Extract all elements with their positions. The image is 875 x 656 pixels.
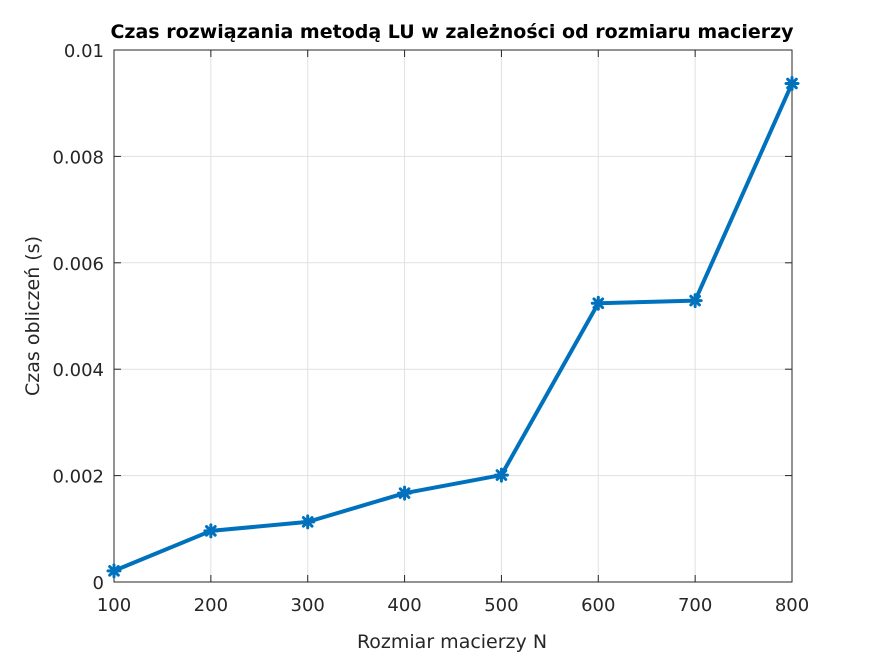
x-tick-label: 300 <box>291 595 325 616</box>
x-tick-label: 100 <box>97 595 131 616</box>
x-tick-label: 600 <box>581 595 615 616</box>
data-point <box>590 295 606 311</box>
y-tick-label: 0.008 <box>52 147 104 168</box>
x-tick-label: 500 <box>484 595 518 616</box>
plot-area <box>113 49 793 583</box>
axis-ticks <box>113 49 793 583</box>
y-tick-label: 0.002 <box>52 467 104 488</box>
y-axis-label: Czas obliczeń (s) <box>22 236 44 396</box>
chart-title: Czas rozwiązania metodą LU w zależności … <box>110 21 794 43</box>
grid <box>113 49 793 583</box>
y-tick-labels: 0 0.002 0.004 0.006 0.008 0.01 <box>52 41 104 594</box>
data-point <box>687 293 703 309</box>
data-point <box>300 514 316 530</box>
y-tick-label: 0.004 <box>52 360 104 381</box>
x-axis-label: Rozmiar macierzy N <box>357 631 547 653</box>
data-point <box>203 523 219 539</box>
x-tick-label: 700 <box>678 595 712 616</box>
y-tick-label: 0.006 <box>52 254 104 275</box>
data-point <box>784 76 800 92</box>
x-tick-labels: 100 200 300 400 500 600 700 800 <box>97 595 809 616</box>
y-tick-label: 0 <box>93 573 104 594</box>
y-tick-label: 0.01 <box>64 41 104 62</box>
data-point <box>493 467 509 483</box>
x-tick-label: 200 <box>194 595 228 616</box>
x-tick-label: 800 <box>775 595 809 616</box>
series-line <box>112 81 794 573</box>
data-point <box>397 485 413 501</box>
data-point <box>106 563 122 579</box>
series-layer <box>106 76 800 579</box>
x-tick-label: 400 <box>387 595 421 616</box>
